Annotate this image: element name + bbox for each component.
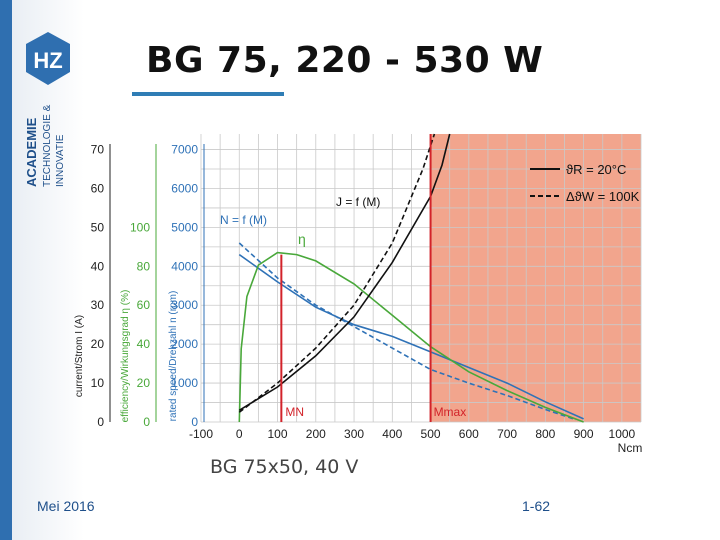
y-tick-label-2: 2000 bbox=[171, 337, 198, 351]
x-tick-label: 400 bbox=[382, 427, 402, 441]
mn-label: MN bbox=[285, 405, 304, 419]
y-tick-label-0: 70 bbox=[91, 143, 105, 157]
y-tick-label-1: 60 bbox=[137, 298, 151, 312]
x-tick-label: 100 bbox=[268, 427, 288, 441]
y-tick-label-0: 30 bbox=[91, 298, 105, 312]
hz-logo: HZ bbox=[26, 32, 70, 85]
y-tick-label-1: 20 bbox=[137, 376, 151, 390]
y-axis-label-0: current/Strom I (A) bbox=[74, 315, 85, 397]
series-speed-dashed-1 bbox=[238, 242, 577, 421]
y-tick-label-0: 10 bbox=[91, 376, 105, 390]
x-tick-label: 300 bbox=[344, 427, 364, 441]
efficiency-curve-label: η bbox=[298, 231, 306, 247]
x-tick-label: -100 bbox=[189, 427, 213, 441]
left-accent-strip bbox=[0, 0, 12, 540]
y-tick-label-2: 0 bbox=[191, 415, 198, 429]
footer-page-number: 1-62 bbox=[522, 498, 551, 514]
y-tick-label-2: 7000 bbox=[171, 143, 198, 157]
logo-line1: ACADEMIE bbox=[24, 117, 39, 187]
legend-dashed-label: ΔϑW = 100K bbox=[566, 189, 640, 204]
mmax-label: Mmax bbox=[434, 405, 467, 419]
y-tick-label-2: 3000 bbox=[171, 298, 198, 312]
chart-caption: BG 75x50, 40 V bbox=[210, 456, 359, 478]
current-curve-label: J = f (M) bbox=[336, 195, 380, 209]
x-tick-label: 700 bbox=[497, 427, 517, 441]
x-tick-label: 500 bbox=[421, 427, 441, 441]
left-gradient-panel bbox=[12, 0, 84, 540]
series-current-dashed-4 bbox=[238, 133, 436, 413]
series-speed-solid-0 bbox=[238, 253, 584, 420]
logo-letters: HZ bbox=[33, 48, 62, 73]
x-axis-label: Ncm bbox=[618, 441, 643, 455]
speed-curve-label: N = f (M) bbox=[220, 213, 267, 227]
y-tick-label-0: 40 bbox=[91, 259, 105, 273]
y-tick-label-2: 1000 bbox=[171, 376, 198, 390]
y-tick-label-0: 50 bbox=[91, 220, 105, 234]
legend-solid-label: ϑR = 20°C bbox=[566, 162, 626, 177]
x-tick-label: 0 bbox=[236, 427, 243, 441]
y-tick-label-1: 40 bbox=[137, 337, 151, 351]
y-axis-label-1: efficiency/Wirkungsgrad η (%) bbox=[120, 290, 131, 423]
y-tick-label-1: 0 bbox=[143, 415, 150, 429]
x-tick-label: 800 bbox=[535, 427, 555, 441]
y-tick-label-2: 4000 bbox=[171, 259, 198, 273]
y-tick-label-1: 100 bbox=[130, 220, 150, 234]
y-tick-label-2: 6000 bbox=[171, 181, 198, 195]
y-tick-label-2: 5000 bbox=[171, 220, 198, 234]
x-tick-label: 200 bbox=[306, 427, 326, 441]
academie-logo-text: ACADEMIE TECHNOLOGIE & INNOVATIE bbox=[24, 104, 66, 187]
x-tick-label: 600 bbox=[459, 427, 479, 441]
logo-line2: TECHNOLOGIE & bbox=[42, 104, 53, 187]
y-tick-label-0: 60 bbox=[91, 181, 105, 195]
title-underline bbox=[132, 92, 284, 96]
y-axis-label-2: rated speed/Drehzahl n (rpm) bbox=[168, 291, 179, 422]
slide-title: BG 75, 220 - 530 W bbox=[146, 40, 544, 81]
overload-region bbox=[430, 134, 641, 422]
motor-characteristics-chart: -100 0 100 200 300 400 500 600 700 800 900 1000Ncm0… bbox=[74, 133, 643, 455]
logo-line3: INNOVATIE bbox=[55, 134, 66, 187]
x-tick-label: 900 bbox=[574, 427, 594, 441]
y-tick-label-1: 80 bbox=[137, 259, 151, 273]
x-tick-label: 1000 bbox=[609, 427, 636, 441]
series-current-solid-3 bbox=[238, 133, 451, 411]
y-tick-label-0: 20 bbox=[91, 337, 105, 351]
y-tick-label-0: 0 bbox=[97, 415, 104, 429]
footer-date: Mei 2016 bbox=[37, 498, 95, 514]
series-efficiency-solid-2 bbox=[238, 251, 584, 423]
